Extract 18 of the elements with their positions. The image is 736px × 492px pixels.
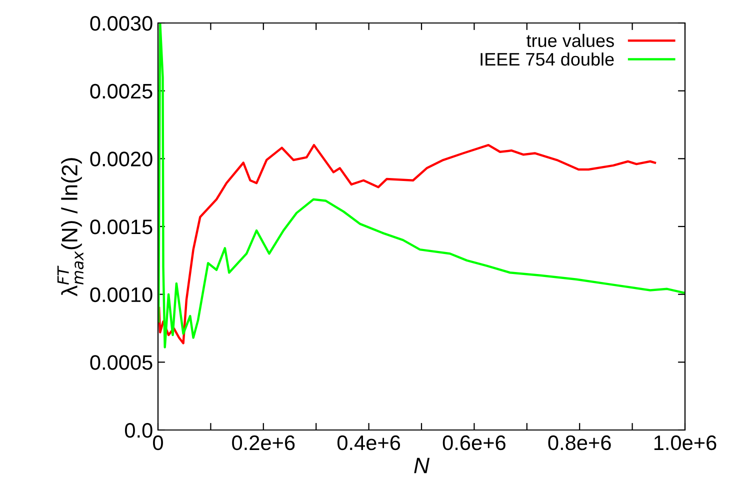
y-tick-label: 0.0005 (90, 355, 152, 370)
x-tick-label: 0.4e+6 (337, 435, 400, 450)
y-tick-label: 0.0 (124, 423, 152, 438)
x-tick-label: 0.2e+6 (232, 435, 295, 450)
y-tick-label: 0.0025 (90, 84, 152, 99)
line-series (158, 144, 656, 344)
x-tick-label: 0.6e+6 (442, 435, 506, 450)
y-tick-label: 0.0015 (90, 220, 152, 234)
legend-label: IEEE 754 double (480, 52, 614, 66)
x-axis-title: N (414, 458, 430, 474)
x-tick-label: 1.0e+6 (654, 435, 716, 450)
y-tick-label: 0.0010 (90, 287, 152, 302)
x-tick-label: 0.8e+6 (548, 435, 611, 450)
y-tick-label: 0.0030 (90, 16, 152, 31)
legend-label: true values (526, 34, 614, 48)
y-axis-title: λ$^{FT}$$_{max}$(N) / ln(2) (57, 158, 84, 296)
y-tick-label: 0.0020 (90, 152, 152, 166)
x-tick-label: 0 (153, 435, 163, 450)
